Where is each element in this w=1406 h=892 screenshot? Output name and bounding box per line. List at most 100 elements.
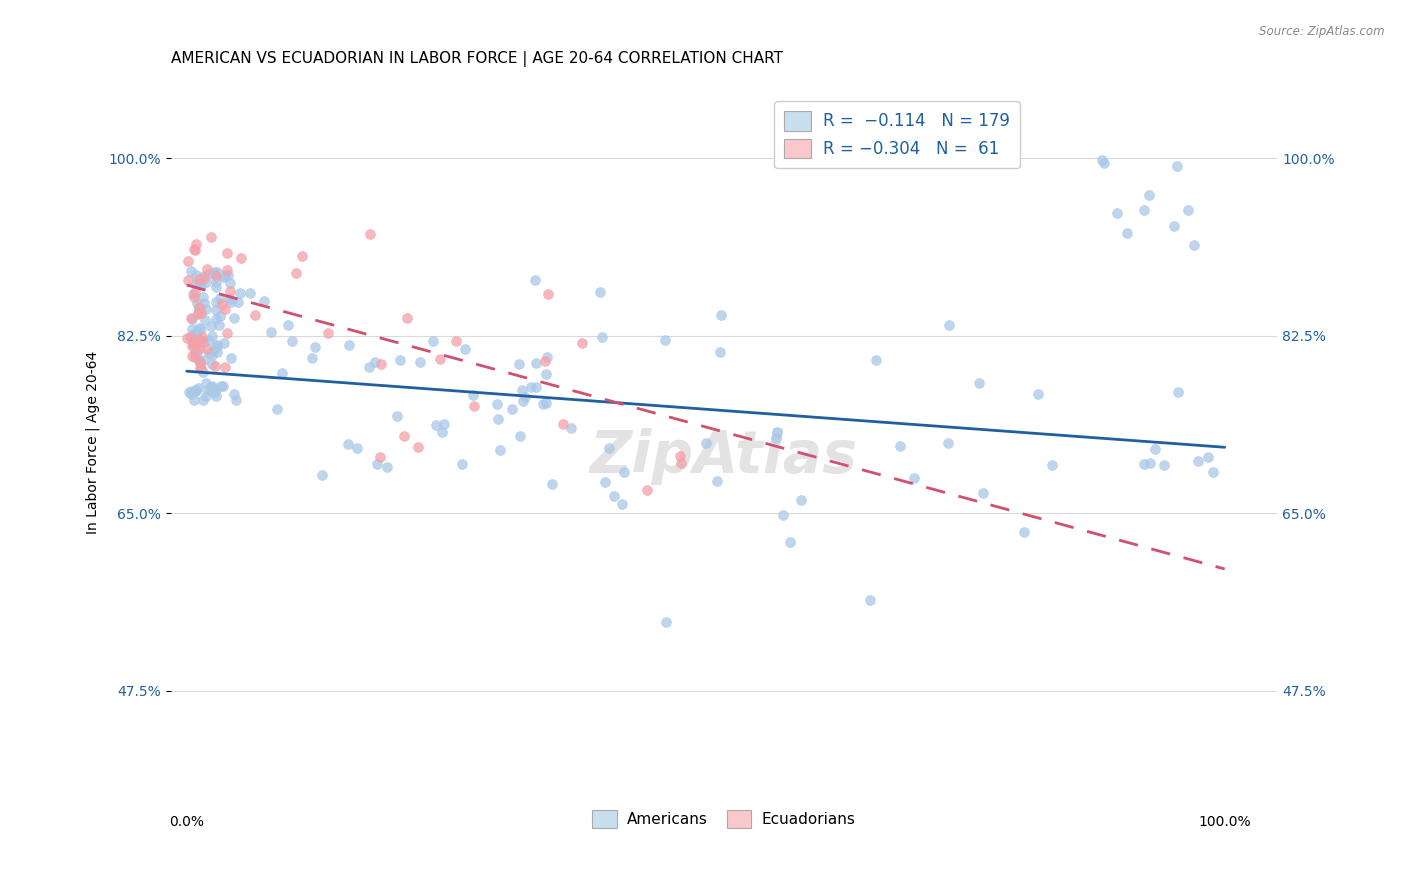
Point [1012,525,1035,540]
Point [202,343,225,358]
Point [311,467,333,482]
Point [188,277,211,291]
Point [200,381,222,395]
Point [184,243,207,257]
Point [183,290,205,304]
Point [370,357,392,371]
Point [204,311,226,326]
Point [432,417,454,431]
Point [422,334,444,348]
Point [593,475,616,489]
Point [1137,188,1160,202]
Point [219,351,242,366]
Point [523,273,546,287]
Point [193,295,215,310]
Point [205,280,228,294]
Point [205,275,228,289]
Point [1163,219,1185,234]
Point [204,359,226,373]
Point [194,389,217,403]
Point [671,456,693,470]
Point [337,338,360,352]
Point [1143,442,1166,456]
Point [198,345,221,359]
Point [214,269,236,284]
Point [454,342,477,356]
Point [969,376,991,390]
Point [218,276,240,290]
Point [194,275,217,289]
Point [190,356,212,370]
Point [218,284,240,298]
Point [224,311,246,326]
Point [364,355,387,369]
Point [204,267,226,281]
Point [463,399,485,413]
Point [181,350,204,364]
Point [1133,202,1156,217]
Point [524,380,547,394]
Point [388,353,411,368]
Y-axis label: In Labor Force | Age 20-64: In Labor Force | Age 20-64 [86,351,100,533]
Point [202,264,225,278]
Point [201,329,224,343]
Point [188,355,211,369]
Point [560,420,582,434]
Point [291,249,314,263]
Point [188,333,211,347]
Point [184,350,207,364]
Point [1166,159,1188,173]
Point [375,459,398,474]
Point [513,390,536,404]
Point [181,384,204,398]
Point [859,593,882,607]
Point [336,437,359,451]
Point [260,325,283,339]
Point [540,476,562,491]
Point [214,301,236,316]
Point [197,261,219,276]
Point [444,334,467,348]
Point [207,345,229,359]
Point [266,401,288,416]
Point [301,351,323,366]
Point [177,273,200,287]
Point [392,429,415,443]
Point [936,435,959,450]
Point [201,379,224,393]
Point [180,263,202,277]
Point [214,360,236,375]
Point [222,387,245,401]
Point [187,301,209,316]
Point [181,328,204,343]
Point [450,458,472,472]
Point [190,322,212,336]
Point [1107,206,1129,220]
Point [184,277,207,292]
Point [179,329,201,343]
Point [205,295,228,310]
Point [508,357,530,371]
Point [191,392,214,407]
Point [200,383,222,397]
Point [706,475,728,489]
Point [193,270,215,285]
Point [1167,384,1189,399]
Point [1091,153,1114,168]
Point [1197,450,1219,464]
Point [695,436,717,450]
Point [636,483,658,498]
Point [181,337,204,351]
Point [229,285,252,300]
Point [205,268,228,283]
Point [430,425,453,439]
Point [534,367,557,381]
Point [425,418,447,433]
Point [214,269,236,284]
Legend: Americans, Ecuadorians: Americans, Ecuadorians [586,805,862,834]
Point [195,376,218,390]
Point [205,389,228,403]
Point [591,330,613,344]
Point [181,334,204,349]
Point [180,329,202,343]
